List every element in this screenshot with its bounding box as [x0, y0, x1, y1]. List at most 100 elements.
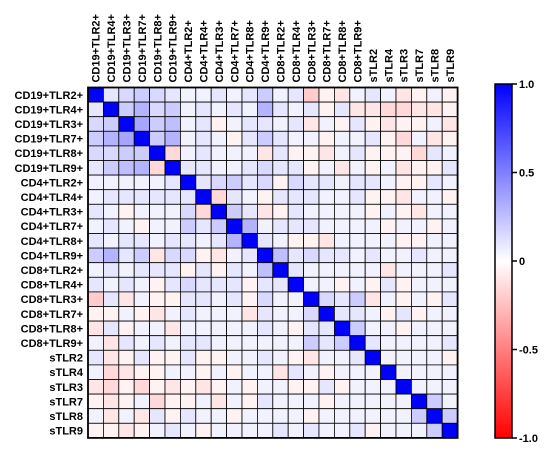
heatmap-cell	[195, 291, 212, 307]
heatmap-cell	[87, 408, 104, 424]
heatmap-cell	[303, 408, 320, 424]
heatmap-cell	[287, 349, 305, 366]
heatmap-cell	[410, 87, 428, 103]
heatmap-cell	[103, 145, 120, 161]
row-label: CD4+TLR2+	[21, 177, 83, 189]
heatmap-cell	[395, 379, 412, 395]
heatmap-cell	[287, 247, 305, 264]
heatmap-cell	[179, 87, 197, 103]
heatmap-cell	[364, 233, 382, 249]
heatmap-cell	[349, 364, 366, 380]
heatmap-cell	[410, 116, 428, 132]
heatmap-cell	[272, 262, 289, 278]
heatmap-cell	[380, 189, 397, 205]
heatmap-cell	[210, 320, 227, 337]
heatmap-cell	[256, 145, 274, 161]
heatmap-cell	[426, 364, 443, 380]
heatmap-cell	[149, 335, 166, 351]
column-label: CD19+TLR8+	[152, 14, 164, 82]
heatmap-cell	[164, 408, 181, 424]
heatmap-cell	[303, 291, 320, 307]
heatmap-cell	[272, 189, 289, 205]
heatmap-cell	[195, 218, 212, 234]
heatmap-cell	[210, 203, 227, 220]
heatmap-cell	[164, 306, 181, 322]
heatmap-cell	[364, 262, 382, 278]
heatmap-cell	[395, 218, 412, 234]
heatmap-cell	[87, 349, 104, 366]
heatmap-cell	[333, 247, 351, 264]
heatmap-cell	[179, 116, 197, 132]
heatmap-cell	[210, 306, 227, 322]
heatmap-cell	[195, 349, 212, 366]
row-label: sTLR9	[49, 426, 83, 438]
heatmap-cell	[380, 408, 397, 424]
heatmap-cell	[256, 130, 274, 147]
heatmap-cell	[195, 364, 212, 380]
heatmap-cell	[118, 379, 135, 395]
heatmap-cell	[287, 233, 305, 249]
heatmap-cell	[179, 335, 197, 351]
heatmap-cell	[426, 379, 443, 395]
heatmap-cell	[256, 291, 274, 307]
heatmap-cell	[241, 276, 258, 293]
heatmap-cell	[287, 189, 305, 205]
heatmap-cell	[303, 379, 320, 395]
heatmap-cell	[226, 160, 243, 176]
heatmap-cell	[133, 101, 150, 118]
heatmap-cell	[426, 189, 443, 205]
heatmap-cell	[210, 422, 227, 439]
heatmap-cell	[179, 130, 197, 147]
heatmap-cell	[210, 291, 227, 307]
heatmap-cell	[179, 408, 197, 424]
heatmap-cell	[103, 262, 120, 278]
heatmap-cell	[256, 203, 274, 220]
heatmap-cell	[426, 306, 443, 322]
heatmap-cell	[333, 335, 351, 351]
heatmap-cell	[103, 364, 120, 380]
heatmap-cell	[210, 335, 227, 351]
heatmap-cell	[380, 349, 397, 366]
heatmap-cell	[118, 422, 135, 439]
heatmap-cell	[195, 233, 212, 249]
heatmap-cell	[364, 393, 382, 410]
heatmap-cell	[349, 306, 366, 322]
heatmap-cell	[118, 174, 135, 191]
heatmap-cell	[103, 174, 120, 191]
colorbar-tick-label: 0.5	[519, 168, 534, 180]
heatmap-cell	[410, 349, 428, 366]
heatmap-cell	[118, 160, 135, 176]
heatmap-cell	[210, 349, 227, 366]
heatmap-cell	[179, 145, 197, 161]
heatmap-cell	[256, 116, 274, 132]
heatmap-cell	[195, 247, 212, 264]
heatmap-cell	[226, 422, 243, 439]
row-label: CD4+TLR8+	[21, 236, 83, 248]
heatmap-cell	[318, 364, 335, 380]
heatmap-cell	[226, 364, 243, 380]
heatmap-cell	[149, 130, 166, 147]
heatmap-cell	[318, 101, 335, 118]
heatmap-cell	[87, 335, 104, 351]
row-label: sTLR7	[49, 396, 83, 408]
heatmap-cell	[318, 203, 335, 220]
heatmap-cell	[410, 189, 428, 205]
heatmap-cell	[256, 174, 274, 191]
heatmap-cell	[318, 233, 335, 249]
heatmap-cell	[364, 247, 382, 264]
heatmap-cell	[287, 87, 305, 103]
heatmap-cell	[210, 87, 227, 103]
heatmap-cell	[349, 203, 366, 220]
heatmap-cell	[318, 87, 335, 103]
heatmap-cell	[210, 189, 227, 205]
heatmap-cell	[441, 291, 459, 307]
heatmap-cell	[364, 379, 382, 395]
heatmap-cell	[303, 87, 320, 103]
heatmap-cell	[133, 320, 150, 337]
heatmap-cell	[395, 408, 412, 424]
heatmap-cell	[149, 276, 166, 293]
heatmap-cell	[395, 130, 412, 147]
heatmap-cell	[349, 262, 366, 278]
row-label: CD19+TLR9+	[15, 163, 83, 175]
heatmap-cell	[164, 189, 181, 205]
